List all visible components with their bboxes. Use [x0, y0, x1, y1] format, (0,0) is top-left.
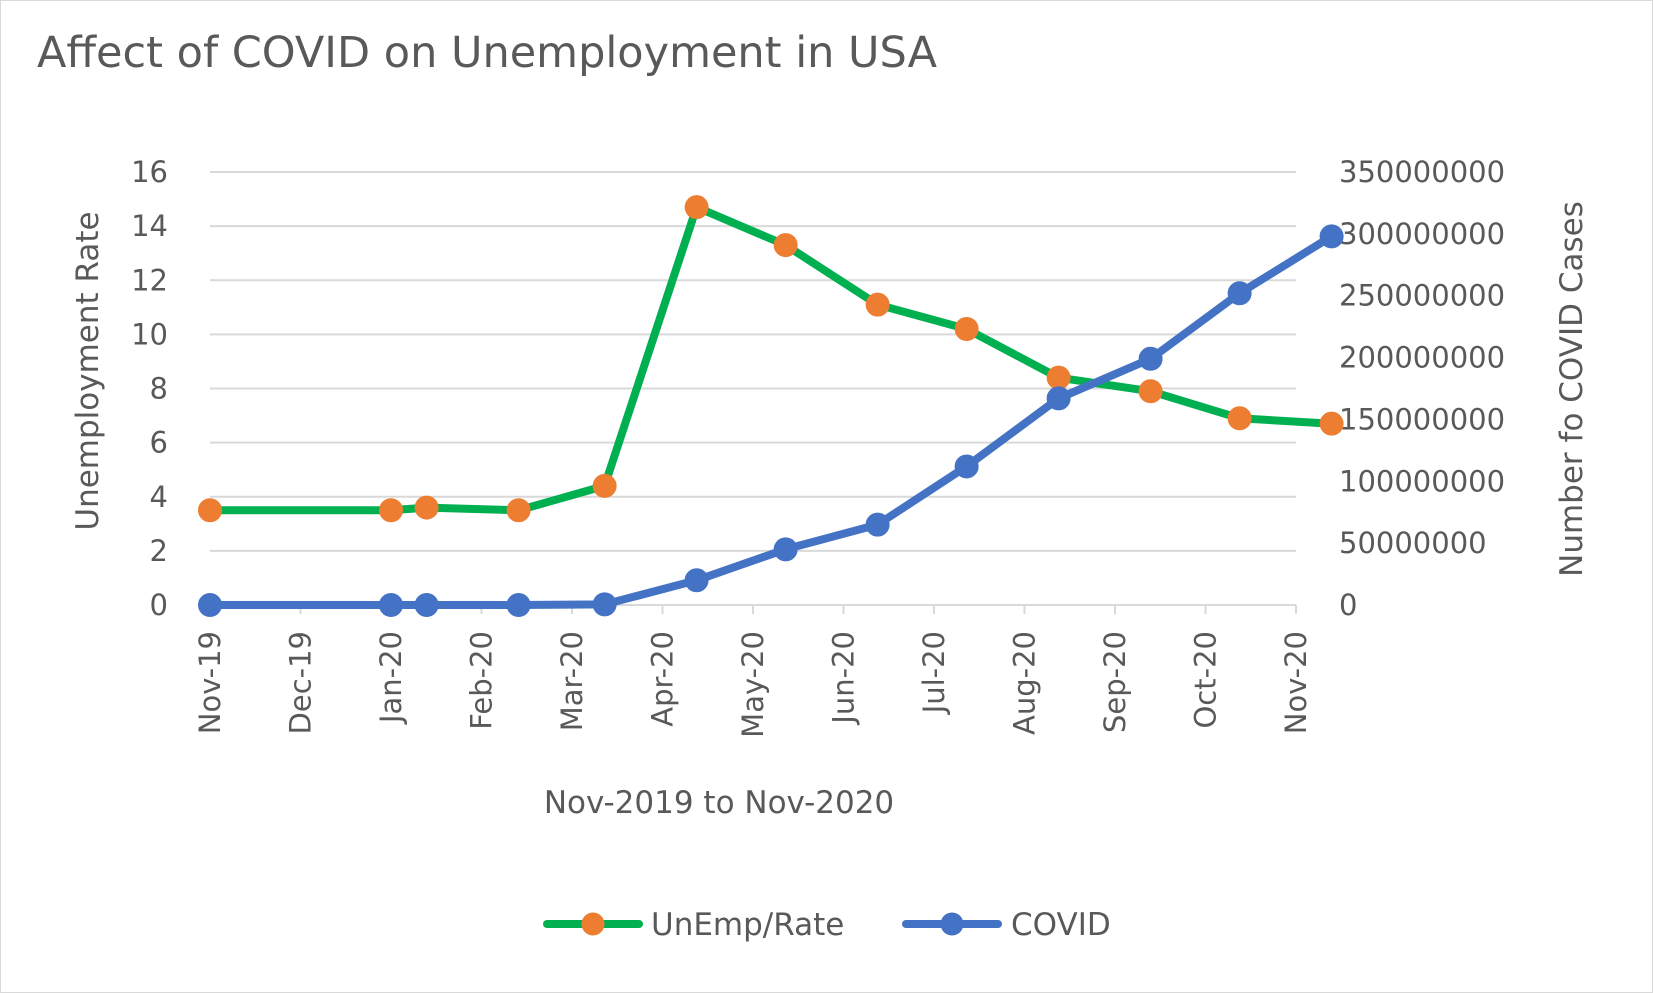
y-tick-label-left: 0 [150, 588, 168, 622]
x-tick-label: Apr-20 [646, 631, 680, 727]
data-point [198, 498, 222, 523]
x-tick-label: Jul-20 [917, 631, 951, 715]
data-point [954, 454, 979, 479]
x-axis: Nov-19 Dec-19 Jan-20 Feb-20 Mar-20 Apr-20 May-… [193, 604, 1313, 738]
data-point [506, 593, 531, 617]
data-point [1319, 411, 1344, 436]
y-tick-label-left: 6 [150, 426, 168, 460]
data-point [592, 473, 617, 498]
y-tick-label-left: 2 [150, 534, 168, 568]
series-layer [198, 195, 1344, 617]
x-tick-label: Sep-20 [1098, 631, 1132, 733]
legend-swatch-marker [581, 912, 605, 936]
data-point [379, 593, 403, 617]
data-point [684, 195, 709, 220]
data-point [414, 495, 439, 520]
y-tick-label-right: 300000000 [1339, 217, 1505, 251]
x-tick-label: Jun-20 [827, 631, 861, 726]
x-tick-label: Feb-20 [465, 631, 499, 730]
legend-swatch-marker [940, 912, 964, 936]
data-point [954, 316, 979, 341]
x-tick-label: Nov-20 [1279, 631, 1313, 734]
y-axis-title-left: Unemployment Rate [70, 211, 106, 530]
y-tick-label-right: 150000000 [1339, 402, 1505, 436]
data-point [1138, 379, 1163, 404]
data-point [773, 233, 798, 258]
data-point [865, 512, 890, 537]
y-tick-label-left: 14 [131, 209, 168, 243]
series-line [206, 203, 1336, 515]
y-tick-label-left: 10 [131, 317, 168, 351]
chart-title: Affect of COVID on Unemployment in USA [37, 28, 938, 78]
y-axis-right: 0 50000000 100000000 150000000 200000000 2500… [1339, 155, 1505, 622]
data-point [684, 568, 709, 593]
series-covid [198, 224, 1344, 617]
y-axis-title-right: Number fo COVID Cases [1554, 201, 1590, 577]
data-point [773, 537, 798, 562]
data-point [1227, 406, 1252, 431]
y-axis-left: 0 2 4 6 8 10 12 14 16 [131, 155, 168, 622]
y-tick-label-left: 8 [150, 372, 168, 406]
data-point [506, 498, 531, 523]
x-tick-label: Dec-19 [284, 631, 318, 734]
data-point [379, 498, 403, 523]
x-tick-label: Mar-20 [555, 631, 589, 731]
legend-label: UnEmp/Rate [651, 907, 844, 943]
data-point [1319, 224, 1344, 249]
x-tick-label: Nov-19 [193, 631, 227, 734]
legend-label: COVID [1011, 907, 1111, 943]
y-tick-label-right: 50000000 [1339, 526, 1487, 560]
data-point [414, 593, 439, 617]
data-point [198, 593, 222, 617]
data-point [1046, 386, 1071, 411]
y-tick-label-left: 16 [131, 155, 168, 189]
gridlines [210, 171, 1296, 552]
legend: UnEmp/Rate COVID [543, 907, 1111, 943]
y-tick-label-left: 4 [150, 480, 168, 514]
x-tick-label: May-20 [736, 631, 770, 738]
x-tick-label: Oct-20 [1189, 631, 1223, 729]
y-tick-label-right: 0 [1339, 588, 1357, 622]
series-unemp-rate [198, 195, 1344, 523]
x-axis-title: Nov-2019 to Nov-2020 [544, 785, 894, 821]
y-tick-label-right: 200000000 [1339, 341, 1505, 375]
y-tick-label-left: 12 [131, 263, 168, 297]
y-tick-label-right: 100000000 [1339, 464, 1505, 498]
data-point [1046, 365, 1071, 390]
y-tick-label-right: 250000000 [1339, 279, 1505, 313]
data-point [592, 592, 617, 617]
data-point [865, 292, 890, 317]
x-tick-label: Jan-20 [374, 631, 408, 725]
y-tick-label-right: 350000000 [1339, 155, 1505, 189]
x-tick-label: Aug-20 [1008, 631, 1042, 735]
data-point [1138, 346, 1163, 371]
data-point [1227, 281, 1252, 306]
series-line [206, 232, 1336, 609]
